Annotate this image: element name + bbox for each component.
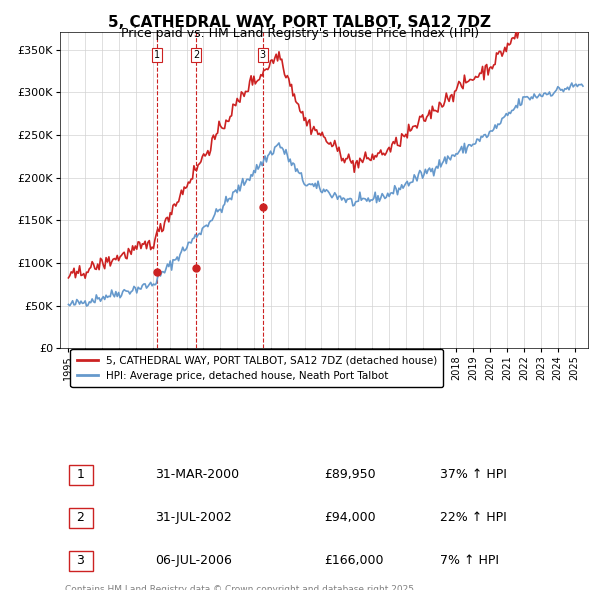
Text: 1: 1 bbox=[154, 50, 160, 60]
Text: 37% ↑ HPI: 37% ↑ HPI bbox=[440, 468, 507, 481]
Text: 06-JUL-2006: 06-JUL-2006 bbox=[155, 555, 232, 568]
Text: 2: 2 bbox=[73, 512, 89, 525]
Text: Price paid vs. HM Land Registry's House Price Index (HPI): Price paid vs. HM Land Registry's House … bbox=[121, 27, 479, 40]
Text: 31-MAR-2000: 31-MAR-2000 bbox=[155, 468, 239, 481]
Text: £166,000: £166,000 bbox=[324, 555, 383, 568]
Legend: 5, CATHEDRAL WAY, PORT TALBOT, SA12 7DZ (detached house), HPI: Average price, de: 5, CATHEDRAL WAY, PORT TALBOT, SA12 7DZ … bbox=[70, 349, 443, 387]
Text: 1: 1 bbox=[73, 468, 89, 481]
Text: 2: 2 bbox=[193, 50, 199, 60]
Text: 7% ↑ HPI: 7% ↑ HPI bbox=[440, 555, 499, 568]
Text: £94,000: £94,000 bbox=[324, 512, 376, 525]
Text: 5, CATHEDRAL WAY, PORT TALBOT, SA12 7DZ: 5, CATHEDRAL WAY, PORT TALBOT, SA12 7DZ bbox=[109, 15, 491, 30]
Text: 22% ↑ HPI: 22% ↑ HPI bbox=[440, 512, 507, 525]
Text: 3: 3 bbox=[73, 555, 89, 568]
Text: 3: 3 bbox=[260, 50, 266, 60]
Text: £89,950: £89,950 bbox=[324, 468, 376, 481]
Text: 31-JUL-2002: 31-JUL-2002 bbox=[155, 512, 232, 525]
Text: Contains HM Land Registry data © Crown copyright and database right 2025.
This d: Contains HM Land Registry data © Crown c… bbox=[65, 585, 417, 590]
